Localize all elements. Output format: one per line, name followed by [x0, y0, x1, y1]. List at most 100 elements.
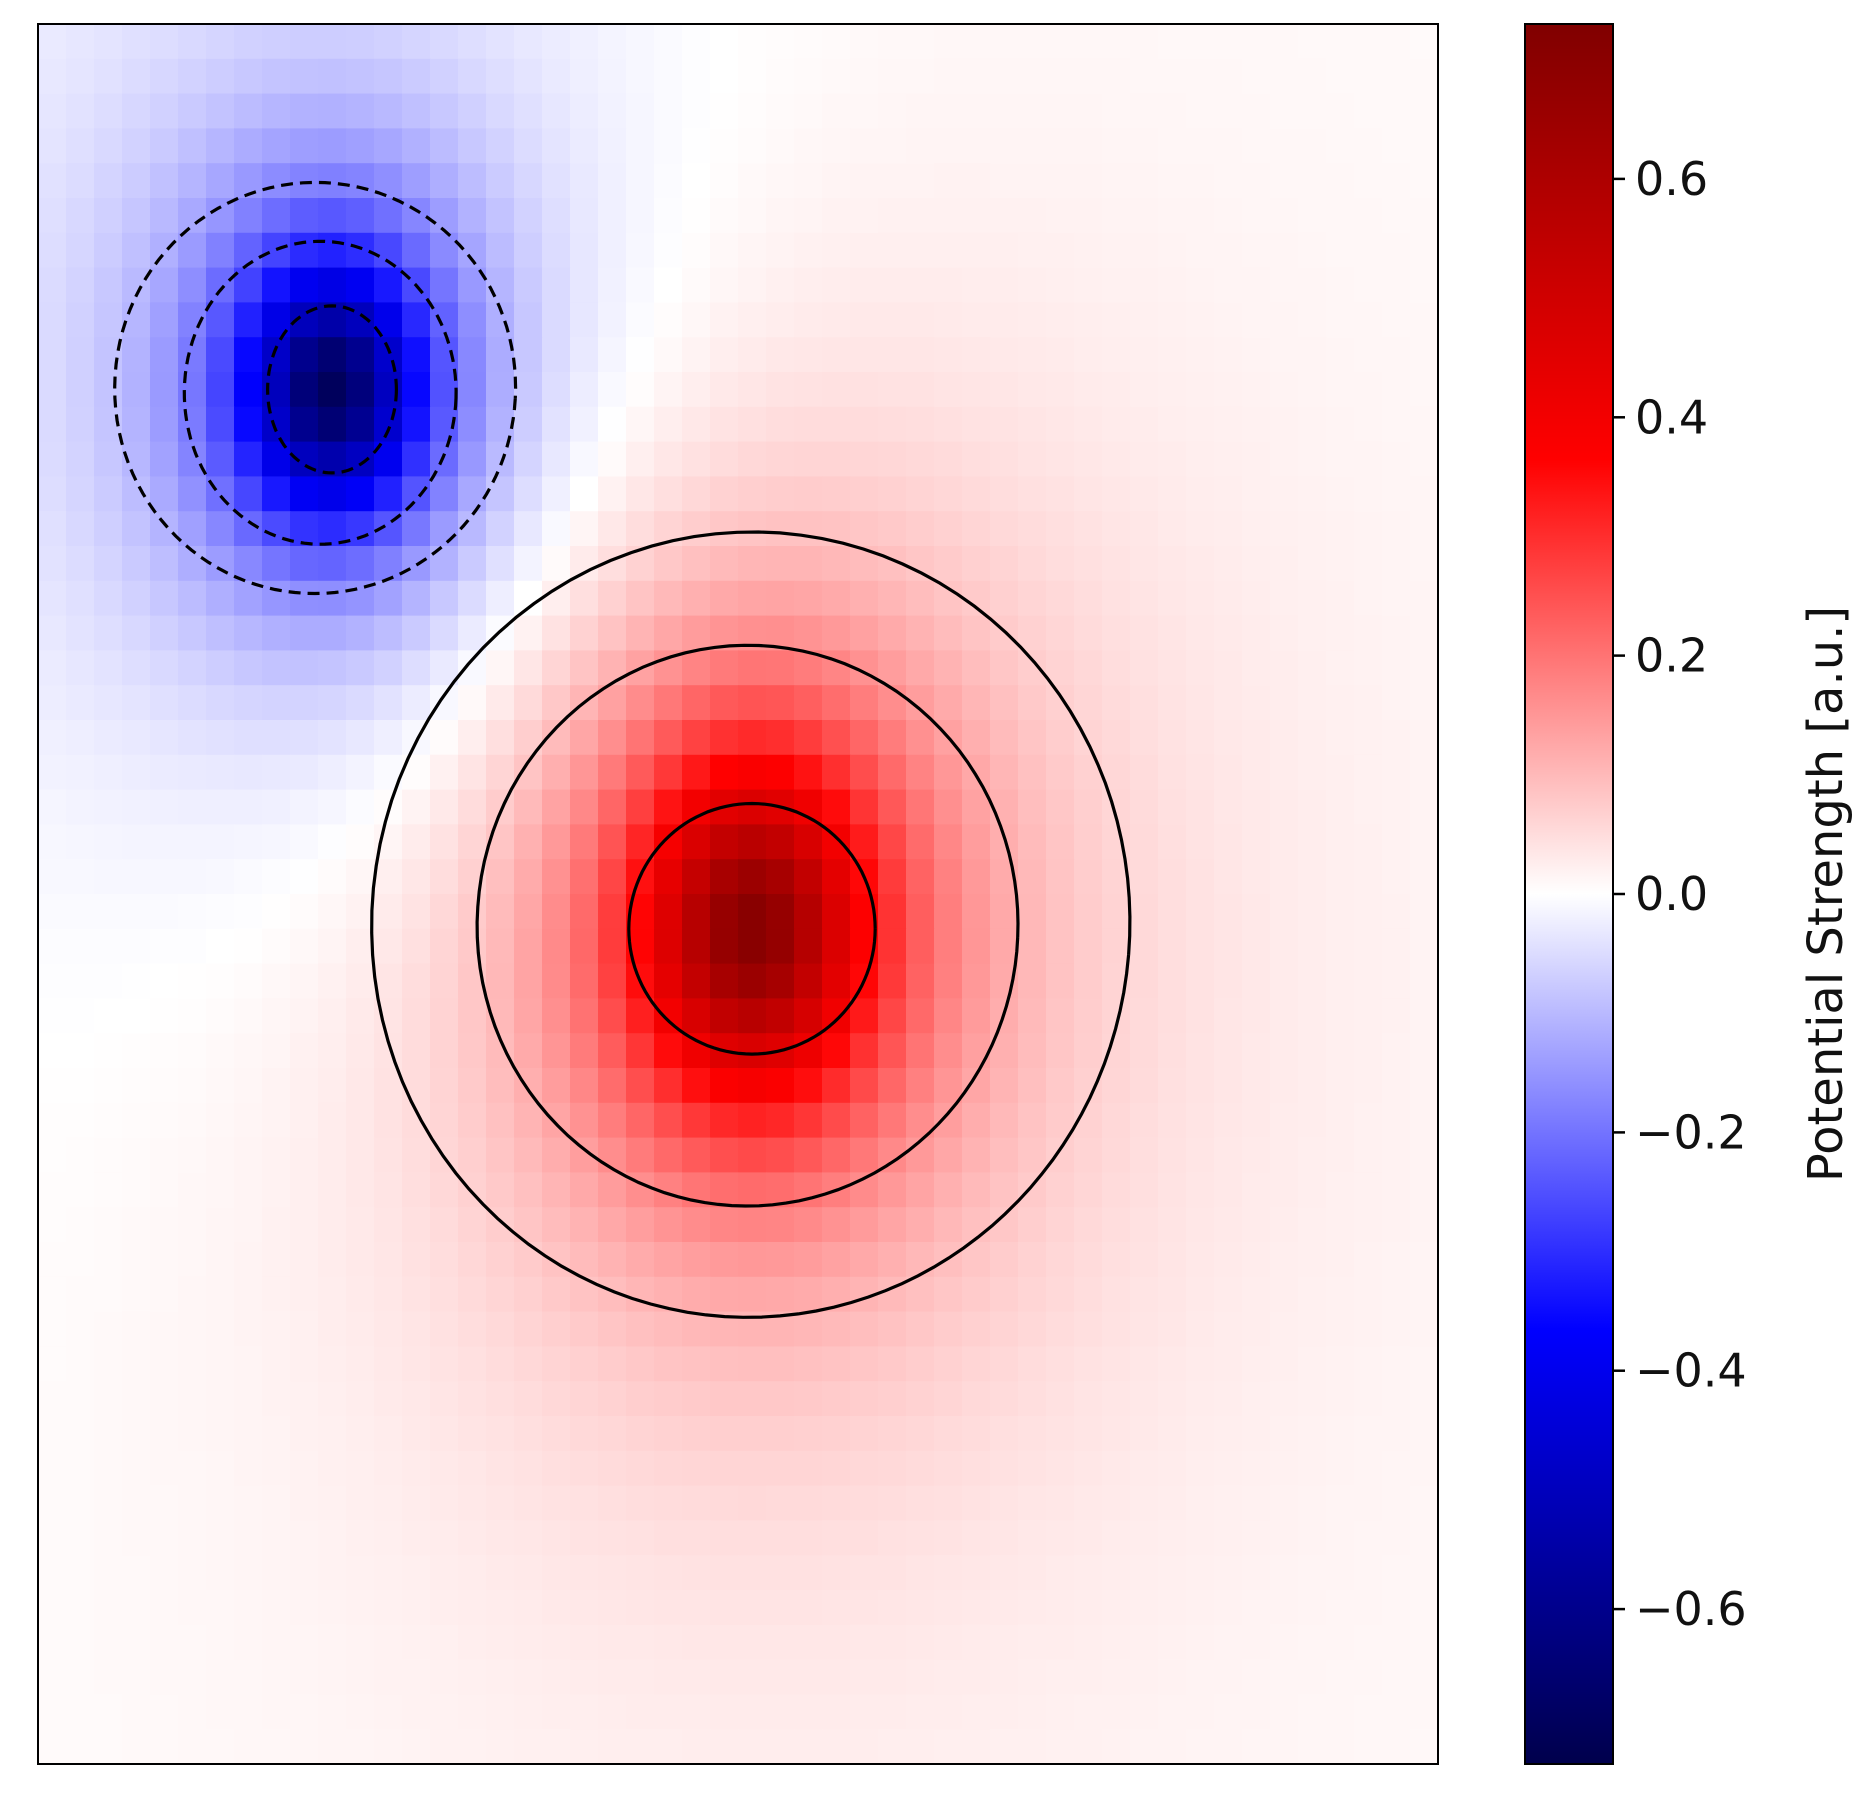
heatmap-cell [1354, 1485, 1383, 1521]
heatmap-cell [654, 685, 683, 721]
heatmap-cell [66, 1102, 95, 1139]
heatmap-cell [1186, 58, 1215, 95]
heatmap-cell [458, 546, 487, 582]
heatmap-cell [1186, 93, 1215, 129]
heatmap-cell [542, 58, 571, 95]
heatmap-cell [234, 1485, 263, 1521]
heatmap-cell [710, 1102, 739, 1139]
heatmap-cell [66, 928, 95, 965]
heatmap-cell [514, 406, 543, 443]
heatmap-cell [626, 1659, 655, 1695]
contour-line-positive [627, 801, 877, 1056]
heatmap-cell [514, 1555, 543, 1591]
heatmap-cell [1186, 650, 1215, 686]
heatmap-cell [346, 1276, 375, 1313]
heatmap-cell [542, 963, 571, 999]
heatmap-cell [486, 1485, 515, 1521]
heatmap-cell [1410, 1729, 1438, 1764]
heatmap-cell [374, 128, 403, 164]
heatmap-cell [626, 1242, 655, 1278]
heatmap-cell [570, 302, 599, 338]
heatmap-cell [598, 1207, 627, 1243]
heatmap-cell [1410, 441, 1438, 477]
heatmap-cell [766, 441, 795, 477]
colorbar-tick-label: −0.2 [1635, 1105, 1747, 1159]
heatmap-cell [1158, 1346, 1187, 1382]
heatmap-cell [990, 476, 1019, 512]
heatmap-cell [934, 511, 963, 547]
heatmap-cell [1046, 580, 1075, 617]
heatmap-cell [1102, 1381, 1131, 1417]
heatmap-cell [1298, 1068, 1327, 1104]
heatmap-cell [822, 302, 851, 338]
heatmap-cell [1410, 1102, 1438, 1139]
heatmap-cell [178, 1520, 207, 1556]
heatmap-cell [262, 406, 291, 443]
heatmap-cell [1326, 163, 1355, 199]
heatmap-cell [346, 546, 375, 582]
heatmap-cell [234, 1729, 263, 1764]
heatmap-cell [1130, 963, 1159, 999]
heatmap-cell [794, 859, 823, 895]
heatmap-cell [1326, 441, 1355, 477]
heatmap-cell [598, 615, 627, 651]
heatmap-cell [1186, 1102, 1215, 1139]
heatmap-cell [1242, 232, 1271, 269]
heatmap-cell [150, 93, 179, 129]
heatmap-cell [850, 1624, 879, 1661]
heatmap-cell [1326, 198, 1355, 234]
heatmap-cell [542, 546, 571, 582]
heatmap-cell [1102, 720, 1131, 756]
heatmap-cell [1326, 1729, 1355, 1764]
heatmap-cell [94, 1659, 123, 1695]
heatmap-cell [66, 1137, 95, 1173]
heatmap-cell [430, 894, 459, 930]
heatmap-cell [682, 302, 711, 338]
heatmap-cell [1046, 1242, 1075, 1278]
heatmap-cell [1186, 1242, 1215, 1278]
heatmap-cell [1186, 1450, 1215, 1487]
heatmap-cell [66, 1033, 95, 1069]
heatmap-cell [682, 24, 711, 60]
heatmap-cell [458, 372, 487, 408]
heatmap-cell [150, 1276, 179, 1313]
heatmap-cell [934, 128, 963, 164]
heatmap-cell [1214, 1172, 1243, 1208]
heatmap-cell [738, 789, 767, 825]
heatmap-cell [1326, 302, 1355, 338]
heatmap-cell [794, 198, 823, 234]
heatmap-cell [318, 1276, 347, 1313]
heatmap-cell [262, 1624, 291, 1661]
heatmap-cell [1326, 1416, 1355, 1452]
heatmap-cell [1298, 1276, 1327, 1313]
heatmap-cell [962, 1520, 991, 1556]
heatmap-cell [234, 24, 263, 60]
heatmap-cell [1214, 511, 1243, 547]
heatmap-cell [766, 1450, 795, 1487]
heatmap-cell [710, 441, 739, 477]
heatmap-cell [738, 511, 767, 547]
heatmap-cell [934, 24, 963, 60]
heatmap-cell [66, 24, 95, 60]
heatmap-cell [1130, 406, 1159, 443]
heatmap-cell [710, 685, 739, 721]
heatmap-cell [682, 650, 711, 686]
heatmap-cell [1242, 267, 1271, 303]
heatmap-cell [990, 650, 1019, 686]
heatmap-cell [962, 1172, 991, 1208]
heatmap-cell [738, 685, 767, 721]
heatmap-cell [234, 1207, 263, 1243]
heatmap-cell [570, 1068, 599, 1104]
heatmap-cell [374, 1485, 403, 1521]
heatmap-cell [542, 650, 571, 686]
heatmap-cell [1354, 267, 1383, 303]
heatmap-cell [766, 754, 795, 791]
heatmap-cell [710, 1694, 739, 1730]
heatmap-cell [94, 1555, 123, 1591]
heatmap-cell [1270, 1102, 1299, 1139]
heatmap-cell [878, 1485, 907, 1521]
heatmap-cell [486, 928, 515, 965]
heatmap-cell [1298, 58, 1327, 95]
heatmap-cell [290, 894, 319, 930]
heatmap-cell [682, 1346, 711, 1382]
